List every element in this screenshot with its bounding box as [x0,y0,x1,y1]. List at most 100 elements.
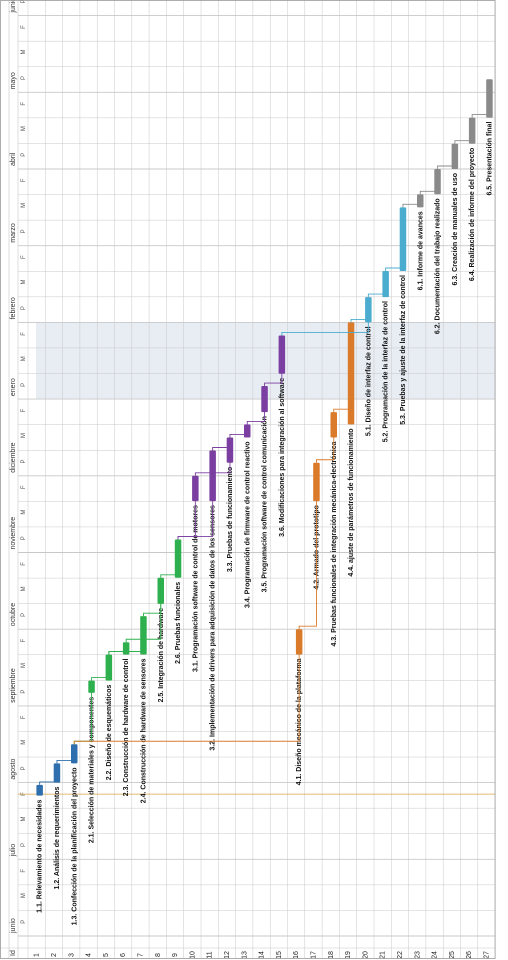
period-label: P [21,0,27,3]
dependency-arrowhead [487,113,492,118]
row-number: 27 [483,951,490,959]
dependency-arrowhead [141,650,146,655]
task-bar [71,744,78,764]
task-label: 4.1. Diseño mecánico de la plataforma [296,658,303,785]
row-number: 5 [103,953,110,957]
dependency-arrowhead [176,573,181,578]
month-label: febrero [10,297,17,319]
task-bar [399,207,407,272]
task-bar [105,654,113,681]
row-number: 6 [120,953,127,957]
period-label: P [21,536,27,540]
task-label: 3.5. Programación software de control co… [262,416,269,592]
row-number: 19 [345,951,352,959]
period-label: M [21,663,27,668]
task-label: 6.1. Informe de avances [417,211,424,290]
task-label: 2.6. Pruebas funcionales [175,582,182,664]
task-label: 5.3. Pruebas y ajuste de la interfaz de … [400,275,407,425]
dependency-arrow [281,321,369,336]
period-label: F [21,102,27,106]
row-number: 1 [34,953,41,957]
row-number: 16 [293,951,300,959]
month-label: octubre [10,603,17,626]
task-label: 4.4. ajuste de parámetros de funcionamie… [348,428,355,576]
task-label: 3.1. Programación software de control de… [192,505,199,672]
row-number: 25 [449,951,456,959]
period-label: F [21,869,27,873]
row-number: 2 [51,953,58,957]
row-number: 23 [414,951,421,959]
dependency-arrowhead [452,165,457,169]
row-number: 3 [68,953,75,957]
id-header: Id [10,950,17,956]
task-label: 2.4. Construcción de hardware de sensore… [140,658,147,803]
task-label: 3.2. Implementación de drivers para adqu… [210,505,217,751]
task-bar [313,462,320,502]
task-label: 6.2. Documentación del trabajo realizado [435,198,442,334]
dependency-arrowhead [331,433,336,438]
month-label: agosto [10,758,17,779]
period-label: M [21,126,27,131]
task-bar [140,616,147,655]
period-label: P [21,766,27,770]
task-label: 2.3. Construcción de hardware de control [123,658,130,796]
dependency-arrowhead [470,139,475,144]
task-label: 1.1. Relevamiento de necesidades [37,800,44,913]
task-label: 3.3. Pruebas de funcionamiento [227,467,234,572]
period-label: M [21,49,27,54]
task-bar [88,680,95,693]
month-label: marzo [10,223,17,243]
row-number: 17 [310,951,317,959]
dependency-arrowhead [89,688,94,693]
dependency-arrowhead [210,497,215,502]
task-bar [192,475,199,502]
dependency-arrow [125,602,162,643]
task-bar [434,169,441,195]
period-label: F [21,178,27,182]
dependency-arrow [212,447,231,462]
task-label: 6.3. Creación de manuales de uso [452,173,459,285]
dependency-arrowhead [297,650,302,655]
row-number: 15 [276,951,283,959]
task-bar [36,784,43,796]
period-label: P [21,690,27,694]
dependency-arrowhead [349,420,354,425]
period-label: P [21,76,27,80]
task-bar [295,629,303,655]
task-label: 4.2. Armado del prototipo [313,505,320,590]
period-label: F [21,408,27,412]
month-label: diciembre [10,442,17,472]
dependency-arrowhead [279,369,284,374]
month-label: julio [10,844,17,858]
period-label: M [21,510,27,515]
task-bar [330,412,337,438]
period-label: P [21,460,27,464]
task-label: 2.5. Integración de hardware [158,608,165,703]
period-label: F [21,255,27,259]
dependency-arrowhead [106,676,111,681]
row-number: 14 [259,951,266,959]
task-label: 2.2. Diseño de esquemáticos [106,684,113,780]
row-number: 12 [224,951,231,959]
task-label: 4.3. Pruebas funcionales de integración … [331,441,338,646]
row-number: 8 [155,953,162,957]
dependency-arrowhead [245,433,250,438]
task-bar [451,143,459,169]
task-bar [53,763,61,783]
period-label: F [21,638,27,642]
dependency-arrowhead [262,408,267,413]
period-label: M [21,740,27,745]
task-label: 2.1. Selección de materiales y component… [89,697,96,843]
period-label: P [21,229,27,233]
month-label: junio [10,0,17,14]
task-bar [382,271,389,298]
period-label: P [21,306,27,310]
period-label: M [21,203,27,208]
task-label: 6.5. Presentación final [486,122,493,196]
period-label: F [21,25,27,29]
month-label: junio [10,918,17,934]
dependency-arrow [177,500,214,540]
period-label: P [21,843,27,847]
dependency-arrow [316,436,335,463]
